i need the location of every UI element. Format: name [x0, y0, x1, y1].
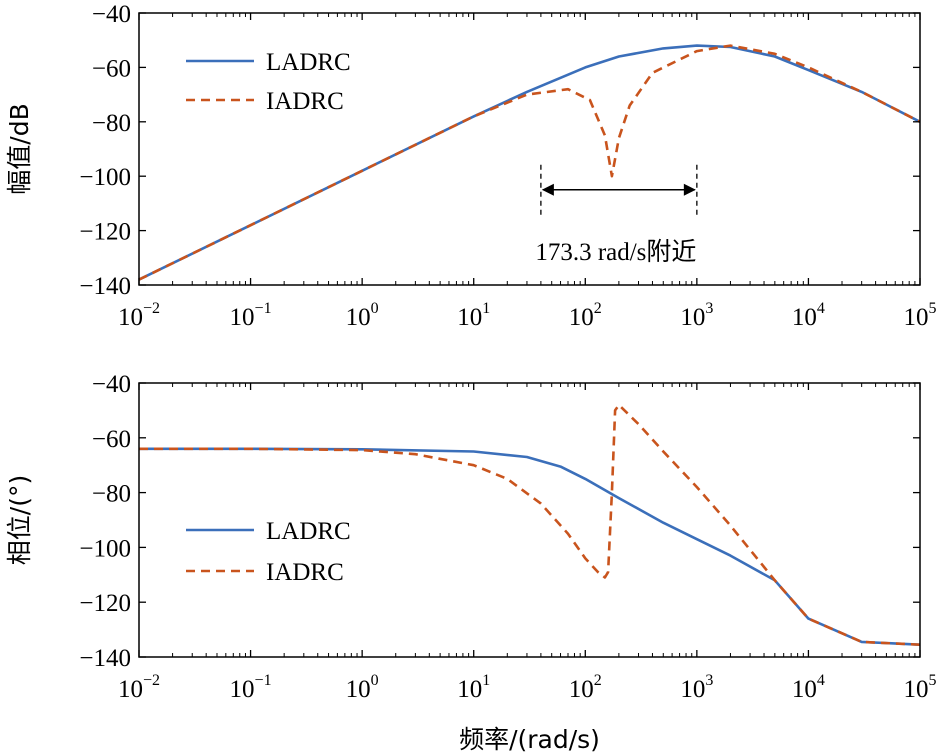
x-tick-label: 101 [457, 672, 490, 703]
y-tick-label: −60 [92, 55, 131, 82]
x-tick-label: 104 [792, 672, 825, 703]
x-tick-label: 10−1 [230, 300, 272, 331]
x-tick-label: 105 [904, 300, 937, 331]
y-tick-label: −80 [92, 481, 131, 508]
legend-label-ladrc: LADRC [266, 518, 351, 545]
x-tick-label: 104 [792, 300, 825, 331]
annotation-arrowhead-right [683, 183, 696, 196]
legend-label-iadrc: IADRC [266, 88, 344, 115]
y-tick-label: −40 [92, 371, 131, 398]
x-tick-label: 10−2 [118, 672, 160, 703]
y-tick-label: −140 [79, 645, 131, 672]
y-axis-title: 相位/(°) [5, 475, 34, 565]
x-tick-label: 102 [569, 672, 602, 703]
y-tick-label: −100 [79, 164, 131, 191]
x-tick-label: 10−1 [230, 672, 272, 703]
x-tick-label: 101 [457, 300, 490, 331]
x-tick-label: 10−2 [118, 300, 160, 331]
plot-frame [138, 12, 921, 286]
y-axis-title: 幅值/dB [5, 103, 34, 194]
x-tick-label: 103 [680, 672, 713, 703]
y-tick-label: −120 [79, 590, 131, 617]
y-tick-label: −140 [79, 273, 131, 300]
x-tick-label: 100 [346, 672, 379, 703]
annotation-arrowhead-left [541, 183, 554, 196]
y-tick-label: −40 [92, 1, 131, 28]
x-axis-title: 频率/(rad/s) [459, 725, 600, 754]
x-tick-label: 102 [569, 300, 602, 331]
series-line-iadrc [139, 403, 921, 646]
series-line-ladrc [139, 447, 921, 646]
y-tick-label: −100 [79, 535, 131, 562]
series-line-iadrc [138, 44, 921, 281]
y-tick-label: −80 [92, 110, 131, 137]
plot-frame [138, 382, 921, 658]
legend-label-iadrc: IADRC [266, 559, 344, 586]
y-tick-label: −120 [79, 219, 131, 246]
x-tick-label: 105 [904, 672, 937, 703]
series-line-ladrc [138, 44, 921, 281]
x-tick-label: 100 [346, 300, 379, 331]
legend-label-ladrc: LADRC [266, 49, 351, 76]
x-tick-label: 103 [680, 300, 713, 331]
y-tick-label: −60 [92, 426, 131, 453]
annotation-label: 173.3 rad/s附近 [535, 238, 696, 266]
